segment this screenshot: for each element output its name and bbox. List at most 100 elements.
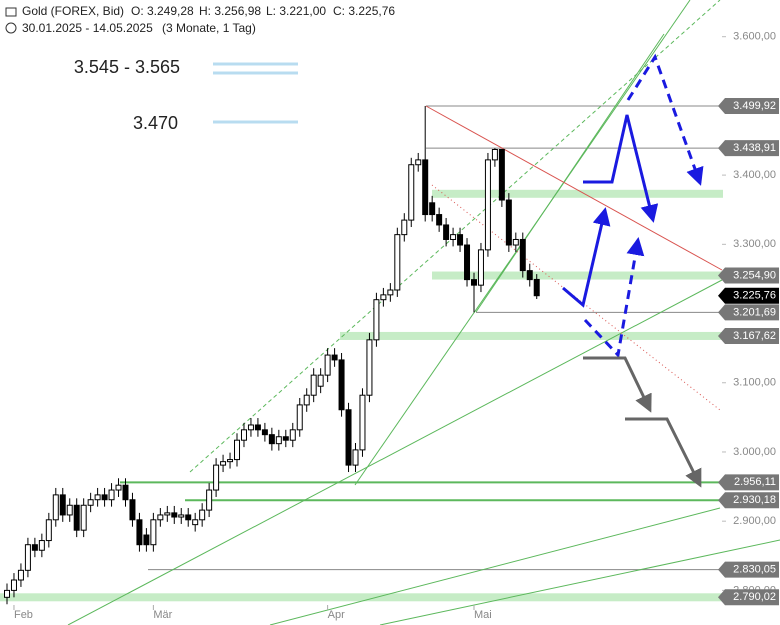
level-tag <box>718 474 779 491</box>
candle-body <box>157 514 164 521</box>
candle-body <box>108 489 115 501</box>
candle-body <box>199 509 206 521</box>
candle-body <box>73 504 80 531</box>
level-tag <box>718 327 779 344</box>
candle-body <box>136 519 143 546</box>
candle-body <box>338 359 345 411</box>
candle-body <box>234 439 241 461</box>
candle-body <box>484 159 491 251</box>
candle-body <box>373 299 380 341</box>
candle-body <box>143 534 150 546</box>
resistance-channel <box>431 184 721 411</box>
candle-body <box>213 464 220 491</box>
level-label: 2.790,02 <box>733 591 776 603</box>
candle-body <box>457 234 464 246</box>
candle-body <box>254 424 261 431</box>
candle-body <box>178 514 185 518</box>
candle-body <box>59 494 66 516</box>
ohlc-high: H: 3.256,98 <box>199 4 261 18</box>
levels <box>0 105 723 602</box>
trend-channel <box>189 0 721 473</box>
clock-icon <box>5 22 17 34</box>
target-zone-label: 3.545 - 3.565 <box>74 57 180 77</box>
trend-line <box>379 539 780 625</box>
level-label: 3.499,92 <box>733 100 776 112</box>
candle-body <box>526 270 533 281</box>
level-label: 2.930,18 <box>733 494 776 506</box>
candle-body <box>10 579 17 591</box>
candle-body <box>240 429 247 441</box>
level-tag <box>718 492 779 509</box>
ohlc-close: C: 3.225,76 <box>333 4 395 18</box>
candle-body <box>450 234 457 240</box>
trend-line <box>269 507 721 625</box>
candle-body <box>512 238 519 246</box>
candle-body <box>505 199 512 246</box>
candle-body <box>317 374 324 387</box>
resistance-line <box>425 105 723 271</box>
candle-body <box>345 409 352 466</box>
level-label: 3.225,76 <box>733 290 776 302</box>
x-tick-label: Apr <box>328 609 345 621</box>
level-label: 2.830,05 <box>733 564 776 576</box>
candle-body <box>436 214 443 226</box>
candle-body <box>220 461 227 466</box>
candle-body <box>17 569 24 581</box>
candle-body <box>310 374 317 396</box>
x-tick-label: Feb <box>14 609 33 621</box>
level-tag <box>718 304 779 321</box>
level-band <box>432 189 723 198</box>
level-label: 2.956,11 <box>734 476 776 488</box>
y-tick-label: 3.100,00 <box>733 377 776 389</box>
header: Gold (FOREX, Bid) O: 3.249,28 H: 3.256,9… <box>5 4 395 35</box>
arrow <box>583 356 652 413</box>
candle-body <box>498 149 505 201</box>
candle-body <box>352 449 359 466</box>
candle-body <box>470 279 477 286</box>
candle-body <box>31 544 38 551</box>
level-tag <box>718 140 779 157</box>
level-label: 3.254,90 <box>733 269 776 281</box>
candle-body <box>477 249 484 286</box>
candle-body <box>52 494 59 521</box>
candle-body <box>491 149 498 161</box>
candle-body <box>164 512 171 516</box>
y-tick-label: 3.300,00 <box>733 238 776 250</box>
period: (3 Monate, 1 Tag) <box>162 21 256 35</box>
candle-body <box>45 519 52 542</box>
arrow <box>583 114 659 223</box>
level-label: 3.201,69 <box>733 306 776 318</box>
candle-body <box>387 289 394 296</box>
candle-body <box>227 459 234 463</box>
arrow <box>625 417 702 488</box>
candle-body <box>185 514 192 521</box>
y-tick-label: 2.900,00 <box>733 515 776 527</box>
x-tick-label: Mai <box>474 609 492 621</box>
candle-body <box>296 404 303 431</box>
level-label: 3.438,91 <box>733 142 776 154</box>
candle-body <box>87 499 94 506</box>
ohlc-open: O: 3.249,28 <box>131 4 194 18</box>
y-tick-label: 3.000,00 <box>733 446 776 458</box>
candle-body <box>443 224 450 240</box>
y-tick-label: 3.400,00 <box>733 169 776 181</box>
candle-body <box>282 436 289 441</box>
candle-body <box>94 494 101 501</box>
candle-body <box>206 489 213 511</box>
level-tag <box>718 287 779 304</box>
candle-body <box>38 540 45 551</box>
candle-body <box>408 164 415 221</box>
candle-body <box>24 544 31 571</box>
candle-body <box>401 219 408 236</box>
y-tick-label: 3.600,00 <box>733 31 776 43</box>
candle-body <box>359 394 366 451</box>
candle-body <box>261 429 268 436</box>
trend-line <box>475 33 665 313</box>
candle-body <box>422 159 429 216</box>
candle-body <box>66 504 73 516</box>
scenario-arrows <box>562 53 704 488</box>
candle-body <box>289 429 296 441</box>
candle-body <box>80 504 87 531</box>
candle-body <box>429 202 436 216</box>
candle-body <box>533 278 540 297</box>
